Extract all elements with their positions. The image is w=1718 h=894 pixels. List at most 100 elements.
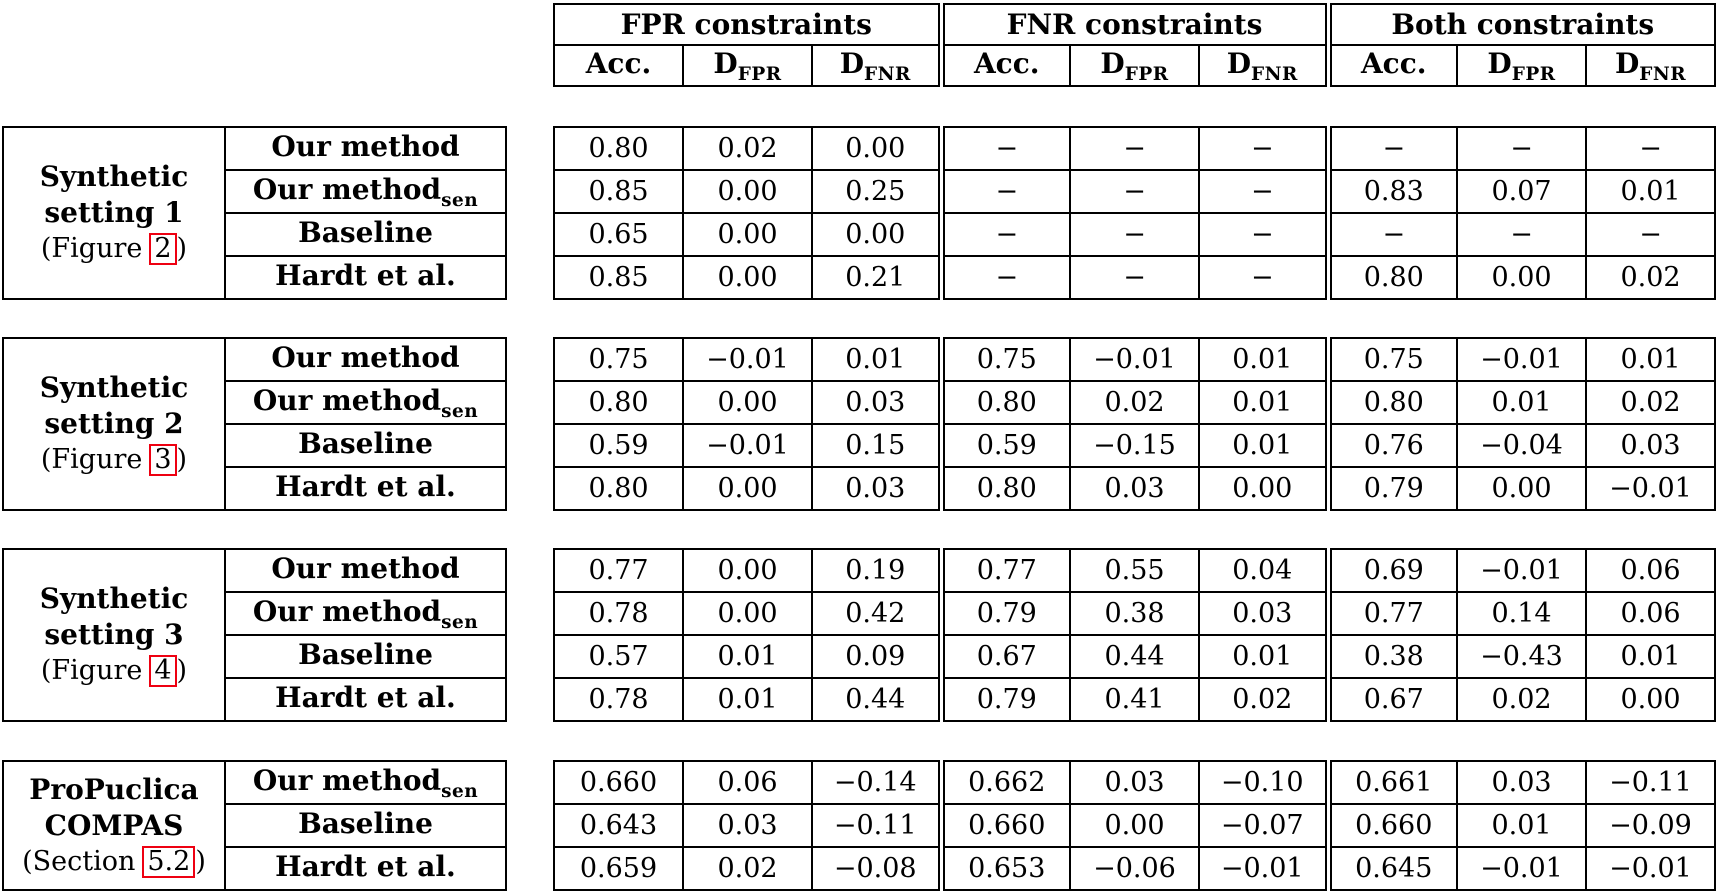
section-ref: (Figure 2)	[5, 232, 223, 267]
header-metric-cell: DFNR	[1585, 44, 1716, 87]
value-cell: 0.75	[937, 337, 1071, 382]
method-cell: Our methodsen	[224, 169, 507, 214]
value-cell: −0.01	[1585, 846, 1716, 891]
method-cell: Baseline	[224, 803, 507, 848]
method-label: Baseline	[298, 215, 433, 249]
value-text: 0.01	[1232, 641, 1293, 672]
value-cell: 0.01	[1456, 803, 1587, 848]
method-label: Our method	[252, 383, 442, 417]
value-cell: 0.03	[1585, 423, 1716, 468]
value-text: −	[1123, 133, 1146, 164]
value-cell: −	[937, 169, 1071, 214]
value-cell: −0.01	[1198, 846, 1329, 891]
value-text: 0.09	[845, 641, 906, 672]
value-text: 0.80	[1363, 262, 1424, 293]
value-text: 0.78	[588, 684, 649, 715]
value-text: 0.00	[717, 262, 778, 293]
value-text: 0.00	[717, 219, 778, 250]
value-text: 0.00	[717, 598, 778, 629]
value-cell: −0.11	[811, 803, 942, 848]
value-cell: −0.06	[1069, 846, 1200, 891]
value-cell: 0.00	[1456, 255, 1587, 300]
value-cell: 0.03	[1198, 591, 1329, 636]
value-text: 0.02	[1232, 684, 1293, 715]
header-metric-cell: DFPR	[682, 44, 813, 87]
value-cell: 0.59	[937, 423, 1071, 468]
metric-label: Acc.	[1360, 46, 1427, 80]
value-cell: 0.55	[1069, 548, 1200, 593]
header-group-cell: Both constraints	[1324, 3, 1716, 46]
value-text: 0.79	[976, 684, 1037, 715]
value-text: 0.76	[1363, 430, 1424, 461]
value-text: −0.07	[1220, 810, 1304, 841]
value-text: 0.653	[968, 853, 1046, 884]
ref-suffix: )	[195, 845, 206, 877]
value-cell: 0.80	[553, 466, 684, 511]
value-text: 0.645	[1355, 853, 1433, 884]
header-group-cell: FPR constraints	[553, 3, 942, 46]
value-cell: −	[1069, 255, 1200, 300]
value-text: 0.662	[968, 767, 1046, 798]
value-text: 0.00	[717, 387, 778, 418]
value-text: 0.80	[976, 387, 1037, 418]
value-cell: 0.14	[1456, 591, 1587, 636]
value-text: 0.04	[1232, 555, 1293, 586]
value-cell: 0.06	[1585, 548, 1716, 593]
value-cell: −0.07	[1198, 803, 1329, 848]
section-title-cell: Synthetic setting 3 (Figure 4)	[2, 548, 226, 722]
metric-subscript: FNR	[863, 64, 911, 86]
value-text: 0.38	[1363, 641, 1424, 672]
method-label: Hardt et al.	[275, 849, 456, 883]
figure-ref-link[interactable]: 4	[149, 655, 177, 688]
value-text: 0.01	[1232, 344, 1293, 375]
value-text: 0.01	[1620, 176, 1681, 207]
metric-subscript: FNR	[1250, 64, 1298, 86]
header-metric-cell: DFNR	[1198, 44, 1329, 87]
value-cell: 0.67	[1324, 677, 1458, 722]
value-cell: −	[1069, 169, 1200, 214]
value-cell: 0.02	[682, 846, 813, 891]
value-cell: 0.01	[1198, 423, 1329, 468]
section-left-table: ProPuclica COMPAS (Section 5.2) Our methodse…	[2, 760, 507, 891]
header-metric-cell: DFPR	[1456, 44, 1587, 87]
value-cell: −	[937, 126, 1071, 171]
header-group-label: FNR constraints	[1006, 8, 1263, 41]
value-cell: −0.11	[1585, 760, 1716, 805]
value-cell: −	[1324, 212, 1458, 257]
value-cell: 0.00	[811, 212, 942, 257]
value-cell: −0.01	[682, 337, 813, 382]
value-cell: 0.660	[553, 760, 684, 805]
value-text: 0.03	[1104, 767, 1165, 798]
figure-ref-link[interactable]: 3	[149, 444, 177, 477]
value-cell: −0.01	[1456, 548, 1587, 593]
metric-label: D	[839, 46, 864, 80]
value-cell: −	[937, 255, 1071, 300]
value-text: −0.06	[1093, 853, 1176, 884]
value-cell: 0.00	[682, 548, 813, 593]
section-data-table: 0.660 0.06 −0.14 0.662 0.03 −0.10 0.661 0.03 −0.…	[553, 760, 1716, 891]
value-text: 0.01	[1491, 387, 1552, 418]
value-text: 0.02	[717, 133, 778, 164]
ref-prefix: (Section	[22, 845, 136, 877]
value-cell: 0.02	[1456, 677, 1587, 722]
value-text: 0.80	[588, 387, 649, 418]
value-text: 0.00	[845, 219, 906, 250]
value-cell: −0.09	[1585, 803, 1716, 848]
section-title-cell: ProPuclica COMPAS (Section 5.2)	[2, 760, 226, 891]
value-cell: 0.25	[811, 169, 942, 214]
value-cell: 0.01	[1198, 380, 1329, 425]
value-text: 0.00	[845, 133, 906, 164]
figure-ref-link[interactable]: 5.2	[142, 845, 196, 878]
value-cell: 0.03	[811, 466, 942, 511]
value-text: −0.01	[1480, 555, 1563, 586]
value-cell: 0.00	[682, 466, 813, 511]
value-text: 0.06	[1620, 555, 1681, 586]
value-cell: 0.00	[682, 169, 813, 214]
value-cell: 0.661	[1324, 760, 1458, 805]
value-text: 0.643	[579, 810, 658, 841]
value-text: 0.01	[1620, 641, 1681, 672]
value-cell: 0.01	[1585, 634, 1716, 679]
value-text: 0.42	[845, 598, 906, 629]
figure-ref-link[interactable]: 2	[149, 233, 177, 266]
value-text: 0.00	[717, 176, 778, 207]
